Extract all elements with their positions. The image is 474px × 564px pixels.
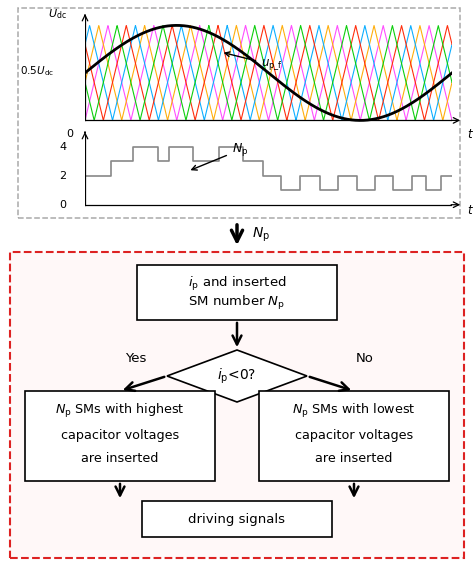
Text: are inserted: are inserted: [315, 452, 392, 465]
FancyBboxPatch shape: [259, 391, 449, 481]
Text: 4: 4: [60, 142, 67, 152]
Text: $0.5U_\mathrm{dc}$: $0.5U_\mathrm{dc}$: [20, 64, 55, 78]
Text: $u_\mathrm{p\_f}$: $u_\mathrm{p\_f}$: [225, 52, 283, 72]
Text: 0: 0: [60, 200, 67, 210]
FancyBboxPatch shape: [18, 8, 460, 218]
Text: $N_\mathrm{p}$: $N_\mathrm{p}$: [192, 142, 248, 170]
Text: capacitor voltages: capacitor voltages: [295, 429, 413, 442]
Text: Yes: Yes: [125, 351, 146, 364]
Text: are inserted: are inserted: [82, 452, 159, 465]
Text: $N_\mathrm{p}$ SMs with highest: $N_\mathrm{p}$ SMs with highest: [55, 402, 185, 420]
FancyBboxPatch shape: [25, 391, 215, 481]
Polygon shape: [167, 350, 307, 402]
Text: $N_\mathrm{p}$: $N_\mathrm{p}$: [252, 226, 270, 244]
Text: driving signals: driving signals: [189, 513, 285, 526]
Text: No: No: [356, 351, 374, 364]
Text: $i_\mathrm{p}$ and inserted: $i_\mathrm{p}$ and inserted: [188, 275, 286, 293]
Text: $t$: $t$: [467, 204, 474, 217]
Text: $t$: $t$: [467, 129, 474, 142]
FancyBboxPatch shape: [142, 501, 332, 537]
Text: $i_\mathrm{p}$<0?: $i_\mathrm{p}$<0?: [218, 367, 256, 386]
FancyBboxPatch shape: [137, 265, 337, 320]
Text: $U_\mathrm{dc}$: $U_\mathrm{dc}$: [48, 7, 67, 21]
Text: capacitor voltages: capacitor voltages: [61, 429, 179, 442]
Text: $N_\mathrm{p}$ SMs with lowest: $N_\mathrm{p}$ SMs with lowest: [292, 402, 416, 420]
FancyBboxPatch shape: [10, 252, 464, 558]
Text: 2: 2: [60, 171, 67, 180]
Text: $0$: $0$: [66, 126, 74, 139]
Text: SM number $N_\mathrm{p}$: SM number $N_\mathrm{p}$: [188, 294, 286, 312]
